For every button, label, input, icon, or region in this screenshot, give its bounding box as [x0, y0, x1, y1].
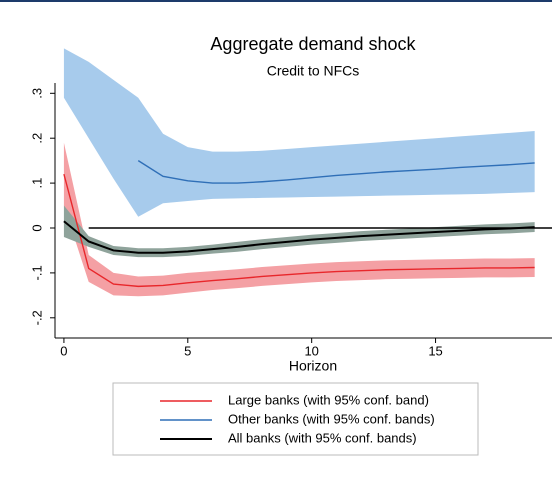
series-line: [63, 173, 535, 288]
series-line: [137, 160, 535, 184]
y-tick-label: 0: [29, 224, 44, 231]
x-axis-label: Horizon: [289, 358, 337, 374]
chart-subtitle: Credit to NFCs: [267, 63, 360, 79]
x-tick-label: 10: [304, 343, 318, 358]
x-tick-label: 5: [184, 343, 191, 358]
plot-area: [63, 48, 552, 297]
y-tick-label: .1: [29, 178, 44, 189]
chart-title: Aggregate demand shock: [210, 34, 416, 54]
y-tick-label: .3: [29, 88, 44, 99]
legend-label: All banks (with 95% conf. bands): [228, 430, 417, 445]
confidence-band: [63, 48, 535, 217]
legend: [112, 382, 479, 456]
confidence-band: [63, 142, 535, 297]
x-tick-label: 15: [428, 343, 442, 358]
legend-label: Other banks (with 95% conf. bands): [228, 411, 435, 426]
legend-label: Large banks (with 95% conf. band): [228, 392, 429, 407]
series-line: [63, 220, 535, 254]
y-tick-label: -.2: [29, 310, 44, 325]
x-tick-label: 0: [60, 343, 67, 358]
axes: -.2 -.1 0 .1 .2 .3 0 5 10 15: [29, 83, 552, 358]
y-tick-label: -.1: [29, 265, 44, 280]
y-tick-label: .2: [29, 133, 44, 144]
